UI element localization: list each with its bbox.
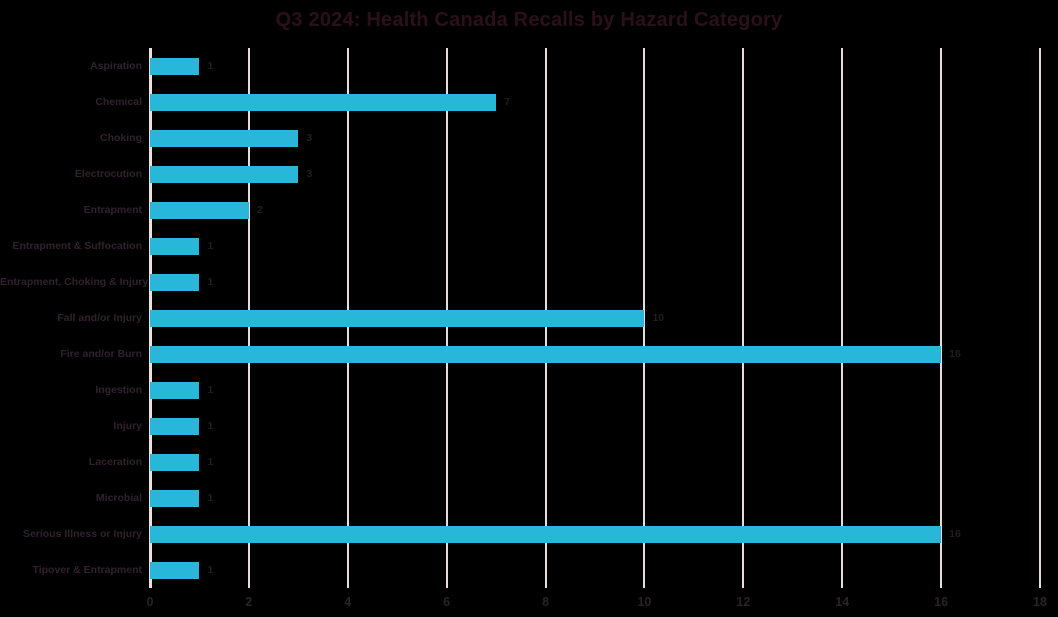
bar xyxy=(150,273,200,291)
bar xyxy=(150,237,200,255)
bar xyxy=(150,381,200,399)
category-label: Electrocution xyxy=(74,167,142,180)
value-label: 1 xyxy=(207,491,214,504)
category-label: Aspiration xyxy=(90,59,142,72)
category-label: Chemical xyxy=(95,95,142,108)
bar xyxy=(150,489,200,507)
value-label: 1 xyxy=(207,239,214,252)
bar xyxy=(150,309,645,327)
category-label: Microbial xyxy=(95,491,142,504)
category-label: Tipover & Entrapment xyxy=(32,563,143,576)
bar xyxy=(150,165,299,183)
gridline xyxy=(940,48,943,588)
gridline xyxy=(742,48,745,588)
category-label: Choking xyxy=(100,131,142,144)
gridline xyxy=(643,48,646,588)
category-label: Entrapment & Suffocation xyxy=(12,239,142,252)
x-tick-label: 4 xyxy=(344,595,352,609)
value-label: 1 xyxy=(207,419,214,432)
category-label: Laceration xyxy=(88,455,142,468)
x-tick-label: 10 xyxy=(637,595,652,609)
bar xyxy=(150,93,497,111)
value-label: 3 xyxy=(306,131,313,144)
value-label: 1 xyxy=(207,383,214,396)
x-tick-label: 8 xyxy=(542,595,550,609)
value-label: 1 xyxy=(207,59,214,72)
value-label: 2 xyxy=(256,203,263,216)
value-label: 16 xyxy=(949,527,961,540)
x-tick-label: 0 xyxy=(146,595,154,609)
bar xyxy=(150,453,200,471)
category-label: Entrapment xyxy=(83,203,142,216)
gridline xyxy=(841,48,844,588)
x-tick-label: 2 xyxy=(245,595,253,609)
category-label: Injury xyxy=(113,419,142,432)
value-label: 7 xyxy=(504,95,510,108)
x-tick-label: 6 xyxy=(443,595,451,609)
x-tick-label: 16 xyxy=(934,595,949,609)
bar xyxy=(150,129,299,147)
bar xyxy=(150,525,942,543)
bar xyxy=(150,561,200,579)
category-label: Ingestion xyxy=(95,383,142,396)
x-tick-label: 12 xyxy=(736,595,751,609)
bar xyxy=(150,57,200,75)
value-label: 1 xyxy=(207,455,214,468)
value-label: 16 xyxy=(949,347,961,360)
value-label: 1 xyxy=(207,563,214,576)
value-label: 1 xyxy=(207,275,214,288)
value-label: 3 xyxy=(306,167,313,180)
category-label: Serious Illness or Injury xyxy=(22,527,142,540)
chart-title: Q3 2024: Health Canada Recalls by Hazard… xyxy=(275,9,783,31)
category-label: Fire and/or Burn xyxy=(60,347,142,360)
category-label: Fall and/or Injury xyxy=(57,311,142,324)
category-label: Entrapment, Choking & Injury xyxy=(0,275,149,288)
gridline xyxy=(1039,48,1041,588)
bar xyxy=(150,201,249,219)
x-tick-label: 14 xyxy=(835,595,850,609)
value-label: 10 xyxy=(652,311,665,324)
bar xyxy=(150,417,200,435)
bar xyxy=(150,345,942,363)
x-tick-label: 18 xyxy=(1033,595,1047,609)
